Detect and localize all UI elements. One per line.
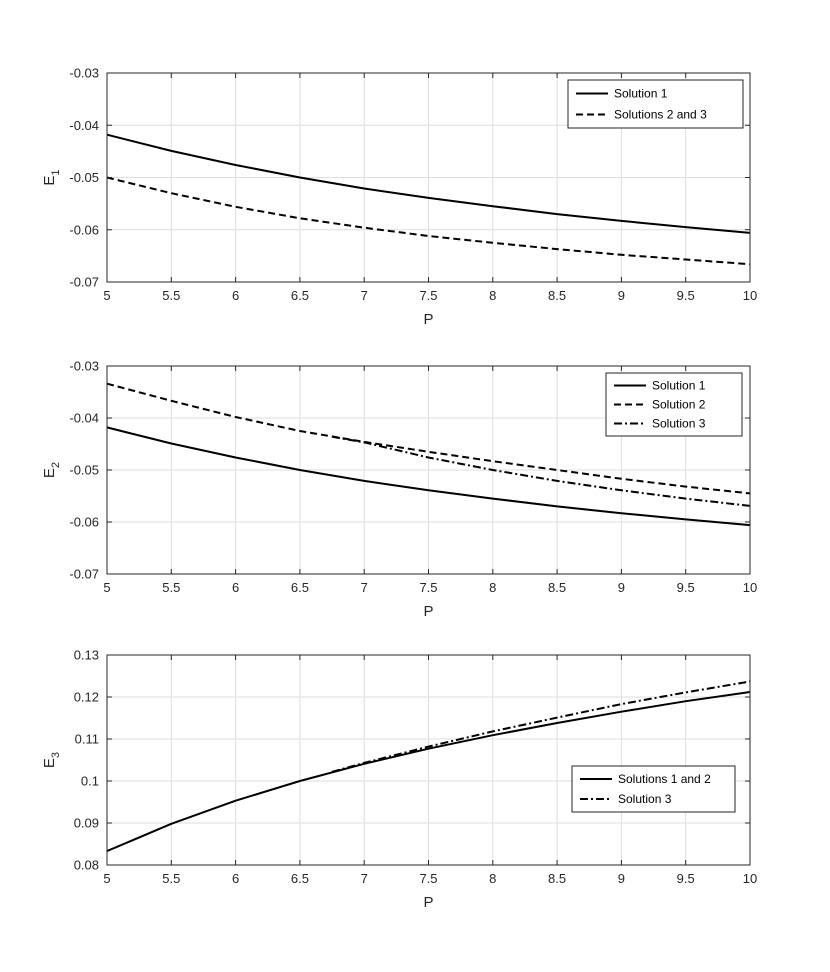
x-tick-label: 6.5 [291,871,309,886]
x-tick-label: 8 [489,288,496,303]
legend-entry-2: Solution 3 [618,792,672,806]
y-tick-label: -0.06 [69,515,99,530]
legend-entry-2: Solutions 2 and 3 [614,108,707,122]
y-axis-label-subscript: 2 [50,462,62,468]
x-tick-label: 5.5 [162,871,180,886]
x-tick-label: 8 [489,580,496,595]
y-tick-label: -0.05 [69,463,99,478]
y-axis-label-main: E [41,758,58,768]
legend-entry-1: Solution 1 [652,379,706,393]
y-tick-label: 0.12 [74,690,99,705]
series-line-1 [106,133,751,234]
legend-box [571,765,736,813]
y-tick-label: -0.03 [69,359,99,374]
x-tick-label: 7 [361,288,368,303]
x-tick-label: 6.5 [291,580,309,595]
legend: Solution 1 Solution 2 Solution 3 [605,372,743,437]
chart-panel-3: 5 5.5 6 6.5 7 7.5 8 8.5 9 9.5 10 0.08 0.09 0.1 0.11 0.1… [41,648,757,912]
x-tick-label: 9 [618,580,625,595]
x-tick-label: 10 [743,871,757,886]
x-tick-label: 8 [489,871,496,886]
x-tick-label: 9 [618,288,625,303]
legend-box [567,79,744,129]
x-tick-label: 5 [103,871,110,886]
x-tick-label: 5 [103,288,110,303]
x-tick-label: 8.5 [548,871,566,886]
y-axis-label-subscript: 1 [50,169,62,175]
legend: Solution 1 Solutions 2 and 3 [567,79,744,129]
y-tick-label: -0.07 [69,567,99,582]
x-tick-label: 5.5 [162,580,180,595]
y-tick-label: 0.1 [81,774,99,789]
x-axis-label: P [423,603,433,620]
y-axis-label: E3 [41,752,62,768]
y-tick-label: -0.05 [69,170,99,185]
x-tick-label: 9 [618,871,625,886]
x-tick-label: 9.5 [677,871,695,886]
x-tick-label: 5.5 [162,288,180,303]
x-tick-label: 6.5 [291,288,309,303]
y-tick-label: 0.13 [74,648,99,663]
x-tick-label: 6 [232,871,239,886]
y-axis-label: E2 [41,462,62,478]
x-tick-label: 8.5 [548,288,566,303]
y-tick-label: 0.11 [75,732,99,747]
series-line-2 [106,176,751,266]
y-tick-label: -0.07 [69,275,99,290]
legend-entry-1: Solutions 1 and 2 [618,772,711,786]
x-tick-label: 5 [103,580,110,595]
series-line-2 [331,680,751,773]
y-axis-label-subscript: 3 [50,752,62,758]
y-tick-label: -0.03 [69,66,99,81]
chart-panel-1: 5 5.5 6 6.5 7 7.5 8 8.5 9 9.5 10 -0.07 -0.06 -0.05 -0.… [41,66,757,329]
x-axis-label: P [423,894,433,911]
x-tick-label: 10 [743,580,757,595]
y-tick-label: -0.06 [69,222,99,237]
x-tick-label: 9.5 [677,288,695,303]
x-tick-label: 6 [232,288,239,303]
x-tick-label: 10 [743,288,757,303]
x-tick-label: 7.5 [419,288,437,303]
legend-entry-3: Solution 3 [652,417,706,431]
y-axis-label: E1 [41,169,62,185]
y-tick-label: -0.04 [69,118,99,133]
y-tick-label: 0.08 [74,858,99,873]
x-tick-label: 6 [232,580,239,595]
y-tick-label: -0.04 [69,411,99,426]
series-line-3 [331,435,751,507]
x-tick-label: 7 [361,871,368,886]
x-tick-label: 9.5 [677,580,695,595]
y-axis-label-main: E [41,176,58,186]
chart-panel-2: 5 5.5 6 6.5 7 7.5 8 8.5 9 9.5 10 -0.07 -0.06 -0.05 -0.… [41,359,757,621]
legend-entry-2: Solution 2 [652,398,706,412]
legend-entry-1: Solution 1 [614,87,668,101]
y-tick-label: 0.09 [74,816,99,831]
x-tick-label: 7 [361,580,368,595]
x-tick-label: 7.5 [419,871,437,886]
x-tick-label: 7.5 [419,580,437,595]
y-axis-label-main: E [41,468,58,478]
series-line-2 [106,382,751,495]
x-axis-label: P [423,311,433,328]
series-line-1 [106,691,751,853]
x-tick-label: 8.5 [548,580,566,595]
legend: Solutions 1 and 2 Solution 3 [571,765,736,813]
series-line-1 [106,426,751,527]
